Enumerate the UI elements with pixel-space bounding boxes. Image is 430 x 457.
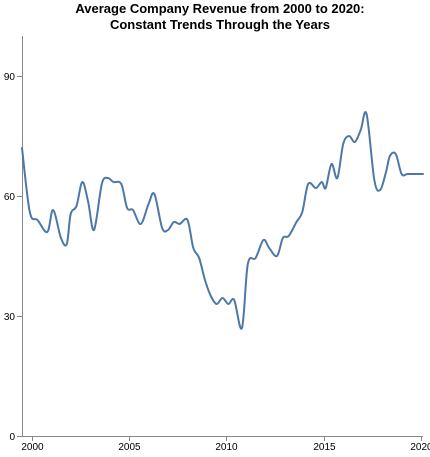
x-tick-label: 2020 [410, 442, 430, 453]
y-tick-label: 0 [9, 432, 15, 443]
x-tick-label: 2005 [118, 442, 141, 453]
y-tick-label: 30 [4, 312, 16, 323]
axes: 0 30 60 90 2000 2005 2010 2015 2020 [4, 36, 430, 453]
y-tick-label: 60 [4, 192, 16, 203]
chart-title: Average Company Revenue from 2000 to 202… [0, 1, 430, 33]
series-line-0 [21, 111, 424, 330]
plot-area [21, 111, 424, 330]
chart-title-line2: Constant Trends Through the Years [109, 17, 331, 32]
x-tick-label: 2010 [215, 442, 238, 453]
x-tick-label: 2000 [21, 442, 44, 453]
chart-title-line1: Average Company Revenue from 2000 to 202… [75, 1, 365, 16]
x-tick-label: 2015 [313, 442, 336, 453]
y-tick-label: 90 [4, 72, 16, 83]
